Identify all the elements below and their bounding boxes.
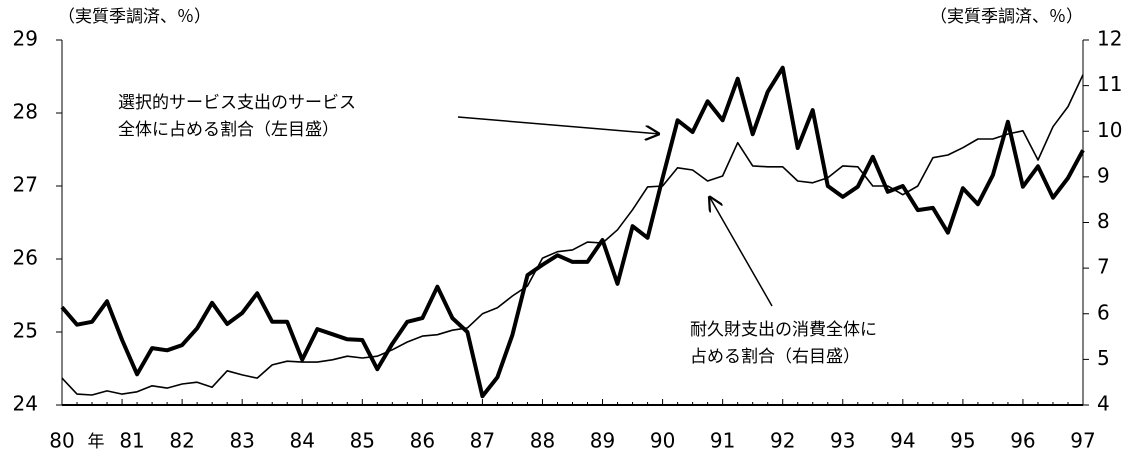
y2-tick-label: 4 (1097, 392, 1110, 416)
y-tick-label: 29 (13, 27, 38, 51)
x-tick-label: 93 (830, 429, 855, 453)
y-tick-label: 28 (13, 100, 38, 124)
y2-tick-label: 8 (1097, 209, 1110, 233)
x-tick-label: 92 (770, 429, 795, 453)
y2-tick-label: 11 (1097, 72, 1122, 96)
x-tick-label: 84 (290, 429, 315, 453)
series-line (61, 74, 1084, 396)
annotation: 全体に占める割合（左目盛） (118, 120, 339, 140)
y-unit-left: （実質季調済、％） (58, 7, 211, 27)
y-tick-label: 24 (13, 392, 38, 416)
y-tick-label: 27 (13, 173, 38, 197)
y-unit-right: （実質季調済、％） (930, 7, 1083, 27)
x-tick-label: 96 (1010, 429, 1035, 453)
x-tick-label: 86 (410, 429, 435, 453)
y2-tick-label: 12 (1097, 27, 1122, 51)
y2-tick-label: 5 (1097, 346, 1110, 370)
series-line (60, 65, 1085, 399)
annotation: 耐久財支出の消費全体に (690, 320, 877, 340)
x-tick-label: 83 (229, 429, 254, 453)
y-tick-label: 25 (13, 319, 38, 343)
x-tick-label: 85 (350, 429, 375, 453)
x-tick-label: 87 (470, 429, 495, 453)
annotation: 選択的サービス支出のサービス (118, 93, 356, 113)
y2-tick-label: 9 (1097, 163, 1110, 187)
arrow (709, 196, 773, 307)
y2-tick-label: 7 (1097, 255, 1110, 279)
y-tick-label: 26 (13, 246, 38, 270)
x-tick-label: 90 (650, 429, 675, 453)
y2-tick-label: 6 (1097, 300, 1110, 324)
y2-tick-label: 10 (1097, 118, 1122, 142)
x-tick-label: 89 (590, 429, 615, 453)
annotation: 占める割合（右目盛） (690, 347, 860, 367)
x-tick-label: 81 (119, 429, 144, 453)
x-tick-label: 97 (1070, 429, 1095, 453)
x-tick-label: 91 (710, 429, 735, 453)
x-tick-label: 95 (950, 429, 975, 453)
x-unit: 年 (88, 432, 105, 452)
x-tick-label: 88 (530, 429, 555, 453)
x-tick-label: 80 (49, 429, 74, 453)
arrow (457, 116, 660, 134)
x-tick-label: 94 (890, 429, 915, 453)
x-tick-label: 82 (169, 429, 194, 453)
